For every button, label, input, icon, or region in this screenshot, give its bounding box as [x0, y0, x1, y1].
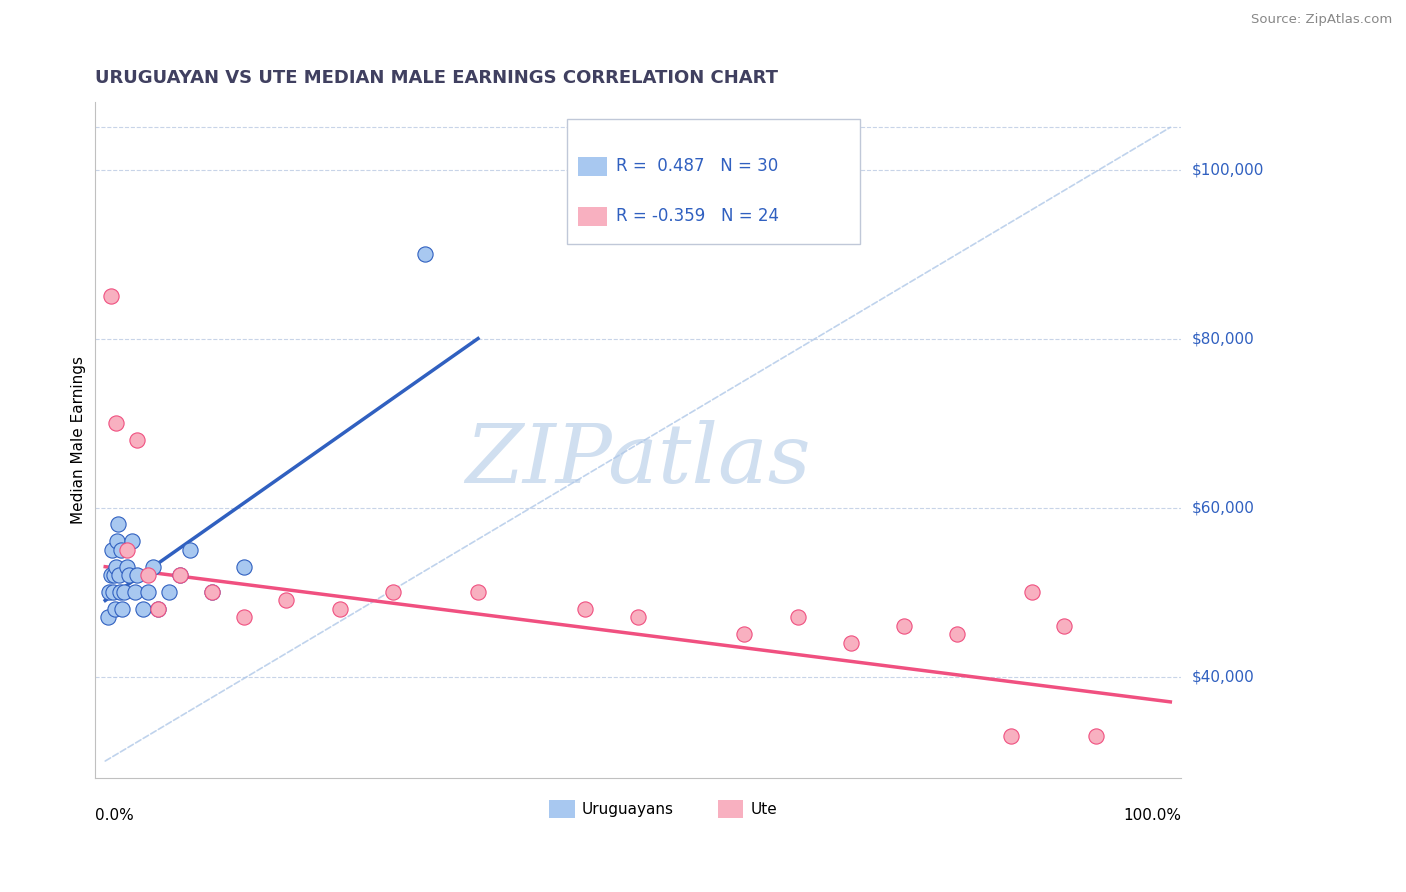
Point	[946, 627, 969, 641]
Point	[97, 610, 120, 624]
Point	[131, 602, 153, 616]
Point	[1053, 619, 1076, 633]
Point	[103, 568, 125, 582]
Text: URUGUAYAN VS UTE MEDIAN MALE EARNINGS CORRELATION CHART: URUGUAYAN VS UTE MEDIAN MALE EARNINGS CO…	[94, 69, 778, 87]
Point	[627, 610, 650, 624]
Point	[1084, 729, 1107, 743]
Point	[112, 585, 135, 599]
Point	[104, 559, 127, 574]
Text: 100.0%: 100.0%	[1123, 808, 1181, 823]
Point	[786, 610, 808, 624]
Text: 0.0%: 0.0%	[94, 808, 134, 823]
Point	[104, 416, 127, 430]
Point	[413, 247, 436, 261]
Point	[276, 593, 298, 607]
Point	[148, 602, 170, 616]
Point	[111, 602, 134, 616]
Point	[118, 568, 141, 582]
Text: Ute: Ute	[751, 802, 778, 817]
Point	[893, 619, 915, 633]
Point	[201, 585, 224, 599]
Point	[108, 568, 131, 582]
Point	[100, 568, 122, 582]
Point	[108, 585, 131, 599]
Point	[105, 534, 128, 549]
Point	[100, 542, 122, 557]
Point	[733, 627, 755, 641]
Point	[115, 542, 138, 557]
Point	[1000, 729, 1022, 743]
Point	[169, 568, 191, 582]
Text: $40,000: $40,000	[1192, 669, 1254, 684]
Point	[107, 517, 129, 532]
Text: $60,000: $60,000	[1192, 500, 1256, 515]
Point	[136, 585, 159, 599]
Point	[1021, 585, 1043, 599]
Point	[142, 559, 165, 574]
Point	[839, 636, 862, 650]
Point	[104, 602, 127, 616]
Point	[100, 289, 122, 303]
Point	[169, 568, 191, 582]
Point	[232, 559, 254, 574]
Point	[157, 585, 180, 599]
Text: Uruguayans: Uruguayans	[582, 802, 673, 817]
Point	[148, 602, 170, 616]
Text: R =  0.487   N = 30: R = 0.487 N = 30	[616, 157, 779, 176]
Point	[328, 602, 350, 616]
Point	[110, 542, 132, 557]
Point	[574, 602, 596, 616]
Point	[179, 542, 201, 557]
Point	[467, 585, 489, 599]
Point	[127, 568, 149, 582]
Point	[381, 585, 404, 599]
Text: Source: ZipAtlas.com: Source: ZipAtlas.com	[1251, 13, 1392, 27]
Point	[201, 585, 224, 599]
Y-axis label: Median Male Earnings: Median Male Earnings	[72, 356, 86, 524]
Point	[127, 433, 149, 447]
Text: R = -0.359   N = 24: R = -0.359 N = 24	[616, 208, 779, 226]
Point	[98, 585, 121, 599]
Text: ZIPatlas: ZIPatlas	[465, 420, 810, 500]
Text: $80,000: $80,000	[1192, 331, 1254, 346]
Point	[115, 559, 138, 574]
Point	[136, 568, 159, 582]
Text: $100,000: $100,000	[1192, 162, 1264, 177]
Point	[124, 585, 146, 599]
Point	[101, 585, 124, 599]
Point	[121, 534, 143, 549]
Point	[232, 610, 254, 624]
